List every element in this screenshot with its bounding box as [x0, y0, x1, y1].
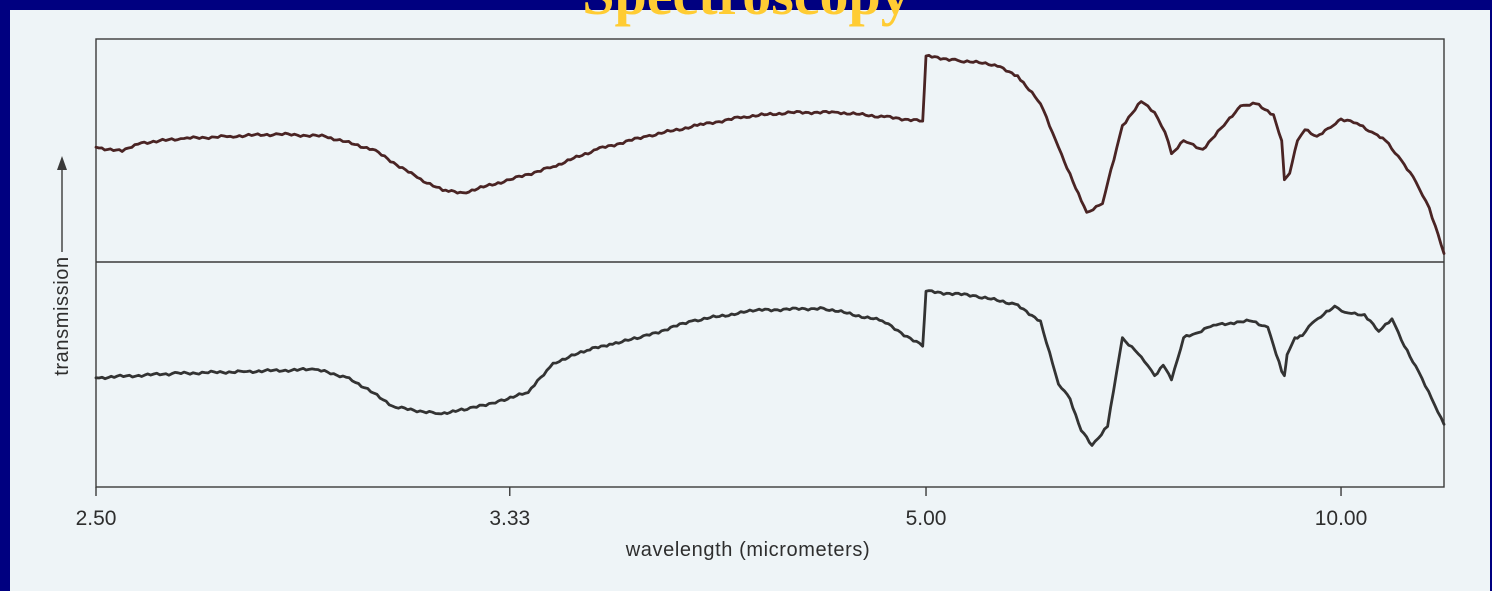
plot-frame: [95, 38, 1445, 488]
x-axis-label: wavelength (micrometers): [625, 539, 870, 561]
y-axis-label: transmission: [51, 256, 73, 375]
spectrum-trace-bottom: [94, 289, 1446, 447]
spectrum-chart: 2.50 3.33 5.00 10.00 wavelength (micrometer…: [51, 38, 1446, 561]
x-tick-label: 3.33: [489, 507, 530, 530]
y-axis-arrowhead: [57, 156, 67, 170]
spectrum-trace-top: [94, 53, 1446, 255]
x-tick-label: 10.00: [1315, 507, 1368, 530]
x-tick-label: 2.50: [76, 507, 117, 530]
chart-panel: 2.50 3.33 5.00 10.00 wavelength (micrometer…: [10, 10, 1490, 591]
x-axis-ticks: 2.50 3.33 5.00 10.00: [76, 487, 1368, 530]
slide-title: Spectroscopy: [0, 0, 1492, 24]
x-tick-label: 5.00: [906, 507, 947, 530]
